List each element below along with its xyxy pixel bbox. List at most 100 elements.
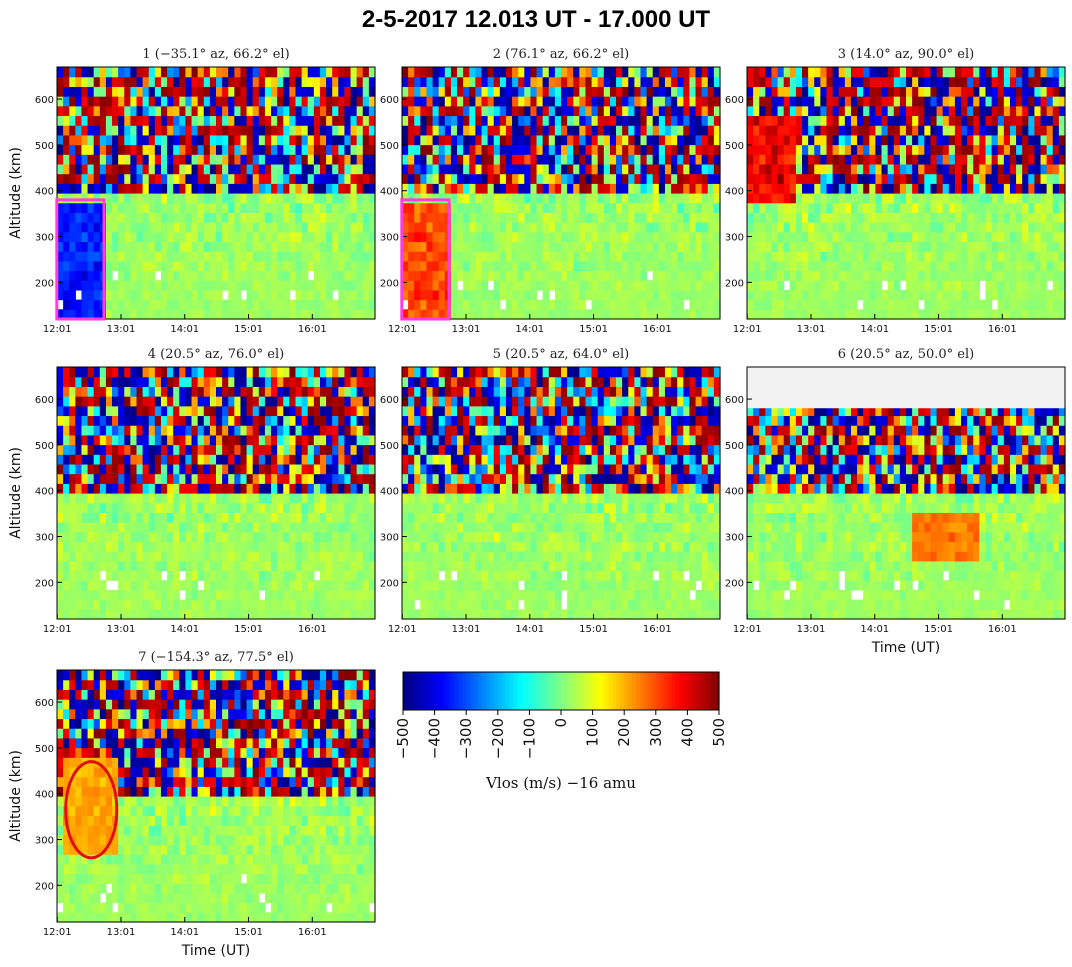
heatmap-cell bbox=[948, 202, 956, 213]
heatmap-cell bbox=[628, 96, 635, 107]
heatmap-cell bbox=[646, 105, 654, 117]
heatmap-cell bbox=[802, 270, 809, 281]
heatmap-cell bbox=[1046, 222, 1054, 233]
heatmap-cell bbox=[967, 231, 974, 243]
heatmap-cell bbox=[93, 260, 101, 272]
heatmap-cell bbox=[93, 134, 101, 146]
heatmap-cell bbox=[362, 251, 370, 262]
heatmap-cell bbox=[130, 309, 138, 320]
heatmap-cell bbox=[609, 202, 617, 213]
heatmap-cell bbox=[228, 67, 235, 78]
heatmap-cell bbox=[319, 270, 327, 281]
heatmap-cell bbox=[695, 280, 703, 291]
heatmap-cell bbox=[918, 76, 925, 87]
heatmap-cell bbox=[197, 531, 205, 543]
heatmap-cell bbox=[832, 299, 840, 310]
heatmap-cell bbox=[105, 376, 113, 387]
heatmap-cell bbox=[368, 115, 376, 126]
heatmap-cell bbox=[344, 96, 352, 107]
heatmap-cell bbox=[924, 163, 932, 175]
heatmap-cell bbox=[295, 222, 303, 233]
heatmap-cell bbox=[899, 270, 907, 281]
heatmap-cell bbox=[918, 251, 925, 262]
heatmap-cell bbox=[683, 212, 691, 223]
heatmap-cell bbox=[185, 483, 193, 494]
heatmap-cell bbox=[203, 376, 211, 387]
heatmap-cell bbox=[222, 386, 229, 397]
heatmap-cell bbox=[814, 115, 821, 126]
heatmap-cell bbox=[154, 309, 162, 320]
heatmap-cell bbox=[1040, 270, 1048, 281]
heatmap-cell bbox=[783, 163, 791, 175]
heatmap-cell bbox=[295, 260, 303, 272]
heatmap-cell bbox=[475, 202, 483, 213]
heatmap-cell bbox=[203, 309, 211, 320]
heatmap-cell bbox=[179, 502, 187, 513]
heatmap-cell bbox=[875, 212, 883, 223]
heatmap-cell bbox=[689, 212, 697, 223]
heatmap-cell bbox=[548, 202, 556, 213]
heatmap-cell bbox=[222, 396, 229, 407]
heatmap-cell bbox=[81, 444, 89, 455]
heatmap-cell bbox=[350, 76, 358, 87]
y-tick-label: 300 bbox=[35, 233, 54, 244]
heatmap-cell bbox=[356, 96, 364, 107]
heatmap-cell bbox=[973, 280, 980, 291]
heatmap-cell bbox=[616, 299, 623, 310]
heatmap-cell bbox=[542, 299, 550, 310]
heatmap-cell bbox=[634, 67, 642, 78]
heatmap-cell bbox=[350, 270, 358, 281]
heatmap-cell bbox=[173, 483, 180, 494]
heatmap-cell bbox=[573, 212, 580, 223]
heatmap-cell bbox=[57, 193, 64, 204]
heatmap-cell bbox=[63, 67, 70, 78]
heatmap-cell bbox=[469, 144, 476, 155]
heatmap-cell bbox=[368, 154, 376, 165]
heatmap-cell bbox=[985, 183, 993, 194]
heatmap-cell bbox=[863, 299, 870, 310]
heatmap-cell bbox=[808, 125, 815, 136]
heatmap-cell bbox=[622, 222, 629, 233]
heatmap-cell bbox=[222, 163, 229, 175]
heatmap-cell bbox=[319, 202, 327, 213]
heatmap-cell bbox=[209, 202, 217, 213]
heatmap-cell bbox=[567, 76, 574, 87]
heatmap-cell bbox=[603, 163, 611, 175]
heatmap-cell bbox=[671, 67, 678, 78]
heatmap-cell bbox=[747, 299, 754, 310]
heatmap-cell bbox=[707, 241, 715, 252]
heatmap-cell bbox=[930, 231, 938, 243]
heatmap-cell bbox=[63, 473, 70, 484]
heatmap-cell bbox=[930, 105, 938, 117]
heatmap-cell bbox=[136, 96, 144, 107]
heatmap-cell bbox=[408, 86, 415, 97]
heatmap-cell bbox=[616, 260, 623, 272]
heatmap-cell bbox=[469, 183, 476, 194]
heatmap-cell bbox=[75, 115, 83, 126]
heatmap-cell bbox=[295, 67, 303, 78]
heatmap-cell bbox=[463, 193, 470, 204]
heatmap-cell bbox=[1016, 144, 1023, 155]
heatmap-cell bbox=[457, 241, 464, 252]
heatmap-cell bbox=[997, 222, 1005, 233]
heatmap-cell bbox=[918, 280, 925, 291]
heatmap-cell bbox=[789, 260, 797, 272]
heatmap-cell bbox=[554, 280, 562, 291]
heatmap-cell bbox=[701, 67, 709, 78]
heatmap-cell bbox=[69, 541, 76, 552]
heatmap-cell bbox=[603, 193, 611, 204]
heatmap-cell bbox=[573, 115, 580, 126]
heatmap-cell bbox=[899, 173, 907, 184]
heatmap-cell bbox=[1003, 67, 1011, 78]
heatmap-cell bbox=[246, 125, 254, 136]
heatmap-cell bbox=[258, 96, 266, 107]
heatmap-cell bbox=[222, 115, 229, 126]
heatmap-cell bbox=[997, 115, 1005, 126]
heatmap-cell bbox=[869, 67, 877, 78]
heatmap-cell bbox=[179, 231, 187, 243]
heatmap-cell bbox=[246, 86, 254, 97]
heatmap-cell bbox=[765, 134, 773, 146]
heatmap-cell bbox=[283, 299, 290, 310]
heatmap-cell bbox=[105, 444, 113, 455]
heatmap-cell bbox=[136, 67, 144, 78]
